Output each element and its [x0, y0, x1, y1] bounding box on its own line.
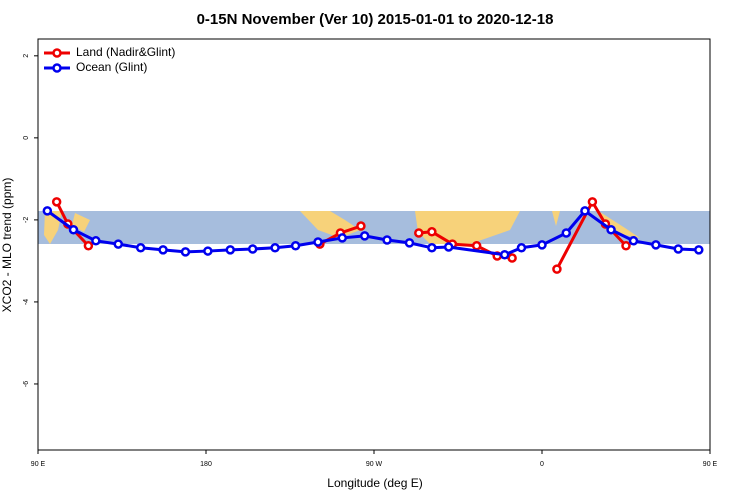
data-point	[225, 245, 236, 255]
data-point	[628, 236, 639, 246]
data-point	[135, 243, 146, 253]
legend-label: Ocean (Glint)	[76, 60, 147, 74]
data-point	[382, 235, 392, 245]
data-point	[587, 197, 598, 207]
data-point	[537, 240, 547, 250]
data-point	[443, 242, 454, 252]
data-point	[516, 243, 527, 253]
x-tick-label: 90 E	[31, 461, 46, 468]
data-point	[427, 227, 437, 237]
x-axis-label: Longitude (deg E)	[327, 476, 422, 490]
data-point	[499, 250, 510, 260]
data-point	[651, 240, 661, 250]
data-point	[91, 236, 101, 246]
legend-label: Land (Nadir&Glint)	[76, 45, 175, 59]
data-point	[694, 245, 704, 255]
data-point	[290, 240, 301, 251]
data-point	[471, 240, 482, 251]
data-point	[580, 206, 590, 216]
data-point	[42, 206, 53, 216]
y-tick-label: -6	[23, 381, 30, 387]
data-point	[113, 239, 124, 249]
x-tick-label: 90 W	[366, 461, 383, 468]
data-point	[414, 228, 424, 238]
data-point	[673, 244, 684, 254]
x-tick-label: 90 E	[703, 461, 718, 468]
y-axis-label: XCO2 - MLO trend (ppm)	[0, 178, 14, 313]
data-point	[606, 224, 616, 235]
x-tick-label: 180	[200, 461, 212, 468]
data-point	[337, 233, 348, 243]
y-tick-label: 2	[23, 54, 30, 58]
legend-marker	[52, 63, 62, 73]
data-point	[313, 237, 323, 247]
y-tick-label: -4	[23, 299, 30, 305]
data-point	[247, 244, 258, 254]
data-point	[270, 243, 280, 253]
data-point	[83, 240, 94, 251]
data-point	[404, 238, 415, 248]
data-point	[158, 245, 168, 255]
data-point	[203, 246, 213, 256]
data-point	[51, 197, 62, 207]
chart-title: 0-15N November (Ver 10) 2015-01-01 to 20…	[197, 11, 554, 28]
y-tick-label: 0	[23, 136, 30, 140]
data-point	[507, 253, 517, 263]
data-point	[68, 224, 79, 235]
data-point	[552, 264, 562, 274]
data-point	[359, 231, 370, 241]
x-tick-label: 0	[540, 461, 544, 468]
legend-marker	[52, 48, 62, 58]
y-tick-label: -2	[23, 217, 30, 223]
data-point	[180, 247, 191, 257]
data-point	[356, 221, 366, 231]
data-point	[621, 240, 631, 251]
data-point	[561, 228, 572, 238]
data-point	[427, 243, 437, 253]
